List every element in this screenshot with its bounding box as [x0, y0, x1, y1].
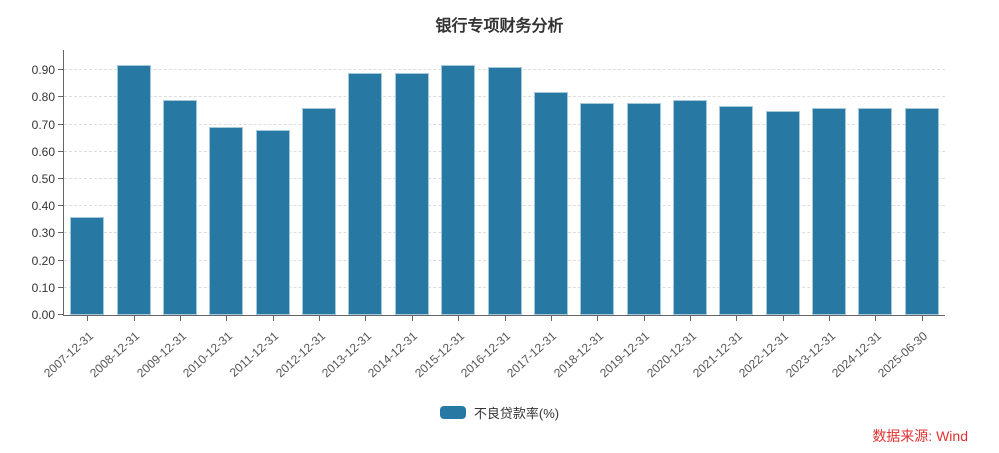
x-axis-label: 2012-12-31 [272, 328, 328, 381]
x-axis-tick [133, 315, 135, 321]
y-axis-label: 0.40 [31, 199, 55, 213]
y-axis-tick [58, 205, 64, 206]
y-axis-tick [58, 178, 64, 179]
x-axis-label: 2013-12-31 [319, 328, 375, 381]
y-axis-tick [58, 124, 64, 125]
y-axis-label: 0.80 [31, 90, 55, 104]
x-axis-tick [272, 315, 274, 321]
bar-2021-12-31[interactable] [719, 106, 754, 315]
y-axis-label: 0.30 [31, 226, 55, 240]
bar-2010-12-31[interactable] [209, 127, 244, 315]
legend-item-npl-ratio[interactable]: 不良贷款率(%) [439, 403, 560, 422]
y-axis-tick [58, 260, 64, 261]
x-axis-label: 2008-12-31 [87, 328, 143, 381]
bar-2008-12-31[interactable] [116, 65, 151, 315]
x-axis-tick [179, 315, 181, 321]
legend-label: 不良贷款率(%) [473, 406, 560, 421]
bar-2009-12-31[interactable] [162, 100, 197, 315]
x-axis-tick [921, 315, 923, 321]
y-axis-label: 0.90 [31, 63, 55, 77]
x-axis-label: 2011-12-31 [227, 328, 282, 380]
x-axis-label: 2020-12-31 [643, 328, 699, 381]
y-axis-tick [58, 232, 64, 233]
x-axis-tick [87, 315, 89, 321]
y-axis-label: 0.60 [31, 145, 55, 159]
source-note: 数据来源: Wind [872, 428, 968, 444]
x-axis-tick [689, 315, 691, 321]
bar-2013-12-31[interactable] [348, 73, 383, 315]
y-axis-label: 0.70 [31, 118, 55, 132]
bar-2014-12-31[interactable] [394, 73, 429, 315]
x-axis-tick [319, 315, 321, 321]
x-axis-label: 2016-12-31 [458, 328, 514, 381]
x-axis-label: 2015-12-31 [411, 328, 467, 381]
x-axis-tick [504, 315, 506, 321]
y-axis-tick [58, 314, 64, 315]
bar-2011-12-31[interactable] [255, 130, 290, 315]
x-axis-label: 2014-12-31 [365, 328, 421, 381]
x-axis-label: 2021-12-31 [690, 328, 746, 381]
x-axis-labels: 2007-12-31 2008-12-31 2009-12-31 2010-12-31… [41, 315, 945, 395]
plot-area: 2007-12-31 2008-12-31 2009-12-31 2010-12-31… [32, 50, 945, 380]
bar-2017-12-31[interactable] [533, 92, 568, 315]
bar-2007-12-31[interactable] [70, 217, 105, 315]
y-axis-label: 0.50 [31, 172, 55, 186]
x-axis-label: 2009-12-31 [133, 328, 189, 381]
x-axis-tick [875, 315, 877, 321]
legend: 不良贷款率(%) [0, 403, 999, 422]
bar-2012-12-31[interactable] [302, 108, 337, 315]
x-axis-tick [411, 315, 413, 321]
x-axis-label: 2018-12-31 [550, 328, 606, 381]
x-axis-label: 2024-12-31 [829, 328, 885, 381]
x-axis-label: 2010-12-31 [179, 328, 235, 381]
bar-2015-12-31[interactable] [441, 65, 476, 315]
x-axis-tick [226, 315, 228, 321]
y-axis-label: 0.20 [31, 254, 55, 268]
x-axis-tick [597, 315, 599, 321]
x-axis-tick [458, 315, 460, 321]
x-axis-tick [782, 315, 784, 321]
x-axis-label: 2023-12-31 [782, 328, 838, 381]
y-axis-tick [58, 287, 64, 288]
x-axis-tick [365, 315, 367, 321]
y-axis-label: 0.00 [31, 308, 55, 322]
bar-2020-12-31[interactable] [672, 100, 707, 315]
x-axis-label: 2019-12-31 [597, 328, 653, 381]
bar-2019-12-31[interactable] [626, 103, 661, 315]
y-axis-tick [58, 69, 64, 70]
chart-title: 银行专项财务分析 [435, 18, 564, 35]
x-axis-label: 2007-12-31 [40, 328, 96, 381]
bar-2022-12-31[interactable] [765, 111, 800, 315]
legend-swatch-icon [439, 406, 466, 419]
x-axis-label: 2022-12-31 [736, 328, 792, 381]
y-axis-label: 0.10 [31, 281, 55, 295]
x-axis-tick [829, 315, 831, 321]
x-axis-label: 2025-06-30 [875, 328, 931, 381]
bar-2018-12-31[interactable] [580, 103, 615, 315]
bar-2025-06-30[interactable] [904, 108, 939, 315]
bar-2023-12-31[interactable] [812, 108, 847, 315]
x-axis-tick [550, 315, 552, 321]
bar-2024-12-31[interactable] [858, 108, 893, 315]
y-axis-tick [58, 96, 64, 97]
x-axis-label: 2017-12-31 [504, 328, 560, 381]
y-axis-tick [58, 151, 64, 152]
x-axis-tick [736, 315, 738, 321]
bar-2016-12-31[interactable] [487, 67, 522, 315]
x-axis-tick [643, 315, 645, 321]
